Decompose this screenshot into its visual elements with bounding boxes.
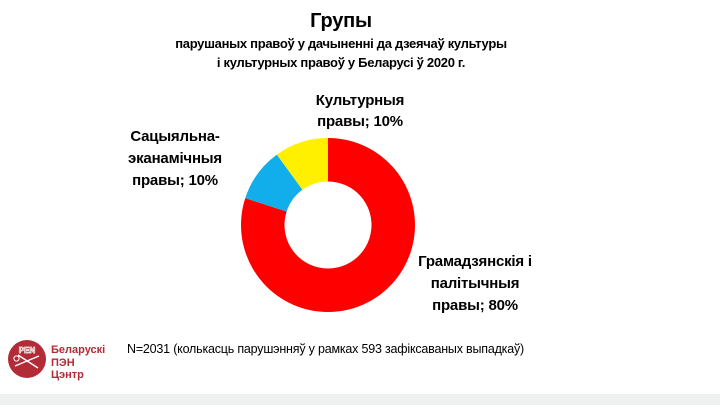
donut-slice	[241, 138, 416, 312]
data-label-line: правы; 80%	[432, 297, 518, 314]
chart-subtitle-line2: і культурных правоў у Беларусі ў 2020 г.	[216, 55, 466, 70]
chart-title: Групы	[310, 10, 372, 32]
logo-circle	[8, 340, 46, 378]
logo-wordmark-line: ПЭН	[51, 356, 75, 369]
chart-title-block: Групы парушаных правоў у дачыненні да дз…	[41, 8, 641, 72]
logo-wordmark-line: Цэнтр	[51, 369, 84, 381]
logo-wordmark: Беларускі ПЭН Цэнтр	[51, 344, 105, 382]
logo-badge-text: PEN	[19, 346, 36, 355]
pen-logo-icon: PEN	[8, 340, 46, 378]
data-label-socioeconomic: Сацыяльна- эканамічныя правы; 10%	[85, 126, 265, 192]
bottom-strip	[0, 394, 720, 405]
data-label-line: Культурныя	[315, 92, 405, 109]
chart-subtitle-line1: парушаных правоў у дачыненні да дзеячаў …	[175, 36, 507, 51]
logo-ring-detail	[13, 355, 20, 362]
data-label-cultural: Культурныя правы; 10%	[270, 90, 450, 132]
sample-size-note: N=2031 (колькасць парушэнняў у рамках 59…	[127, 342, 524, 356]
pen-icon	[17, 354, 39, 369]
logo-wordmark-line: Беларускі	[51, 344, 106, 356]
data-label-line: эканамічныя	[128, 150, 222, 167]
data-label-line: палітычныя	[430, 275, 520, 292]
data-label-line: Сацыяльна-	[130, 128, 220, 145]
donut-slice	[245, 154, 303, 212]
data-label-line: Грамадзянскія і	[418, 253, 532, 270]
donut-slice	[276, 138, 328, 190]
data-label-line: правы; 10%	[317, 113, 403, 130]
data-label-line: правы; 10%	[132, 172, 218, 189]
donut-chart	[241, 138, 416, 312]
donut-chart-area	[240, 137, 416, 313]
pen-centre-logo: PEN Беларускі ПЭН Цэнтр	[7, 339, 105, 382]
data-label-civil-political: Грамадзянскія і палітычныя правы; 80%	[385, 251, 565, 317]
